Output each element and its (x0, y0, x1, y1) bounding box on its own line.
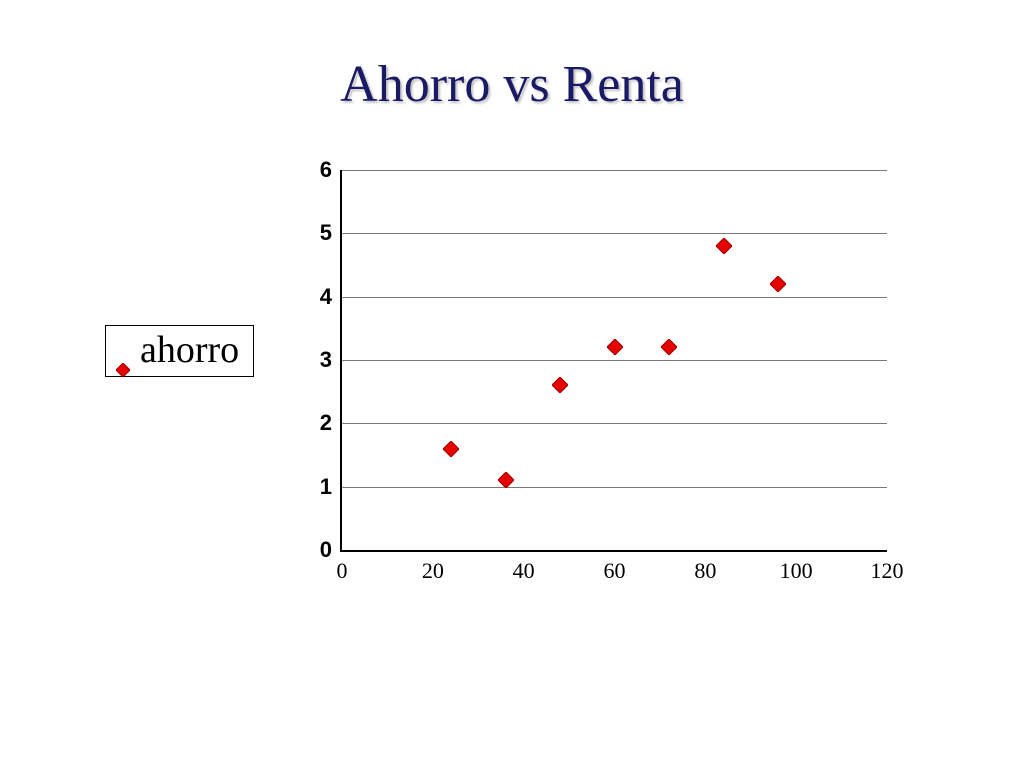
slide: Ahorro vs Renta ahorro 01234560204060801… (0, 0, 1024, 768)
x-tick-label: 120 (871, 550, 904, 584)
data-point (498, 472, 514, 488)
y-tick-label: 3 (320, 347, 342, 373)
data-point (552, 377, 568, 393)
chart-title: Ahorro vs Renta (0, 55, 1024, 114)
data-point (443, 441, 459, 457)
gridline (342, 233, 887, 234)
x-tick-label: 100 (780, 550, 813, 584)
data-point (607, 339, 623, 355)
plot-area: 0123456020406080100120 (340, 170, 887, 552)
y-tick-label: 4 (320, 284, 342, 310)
y-tick-label: 2 (320, 410, 342, 436)
data-point (770, 276, 786, 292)
legend-box: ahorro (105, 325, 254, 377)
gridline (342, 487, 887, 488)
legend-label: ahorro (140, 328, 239, 372)
data-point (661, 339, 677, 355)
y-tick-label: 1 (320, 474, 342, 500)
x-tick-label: 80 (694, 550, 716, 584)
gridline (342, 423, 887, 424)
x-tick-label: 60 (604, 550, 626, 584)
x-tick-label: 0 (337, 550, 348, 584)
y-tick-label: 6 (320, 157, 342, 183)
data-point (716, 238, 732, 254)
gridline (342, 360, 887, 361)
x-tick-label: 20 (422, 550, 444, 584)
legend-marker-icon (116, 343, 130, 357)
gridline (342, 297, 887, 298)
x-tick-label: 40 (513, 550, 535, 584)
gridline (342, 170, 887, 171)
y-tick-label: 5 (320, 220, 342, 246)
chart-container: 0123456020406080100120 (340, 170, 885, 550)
